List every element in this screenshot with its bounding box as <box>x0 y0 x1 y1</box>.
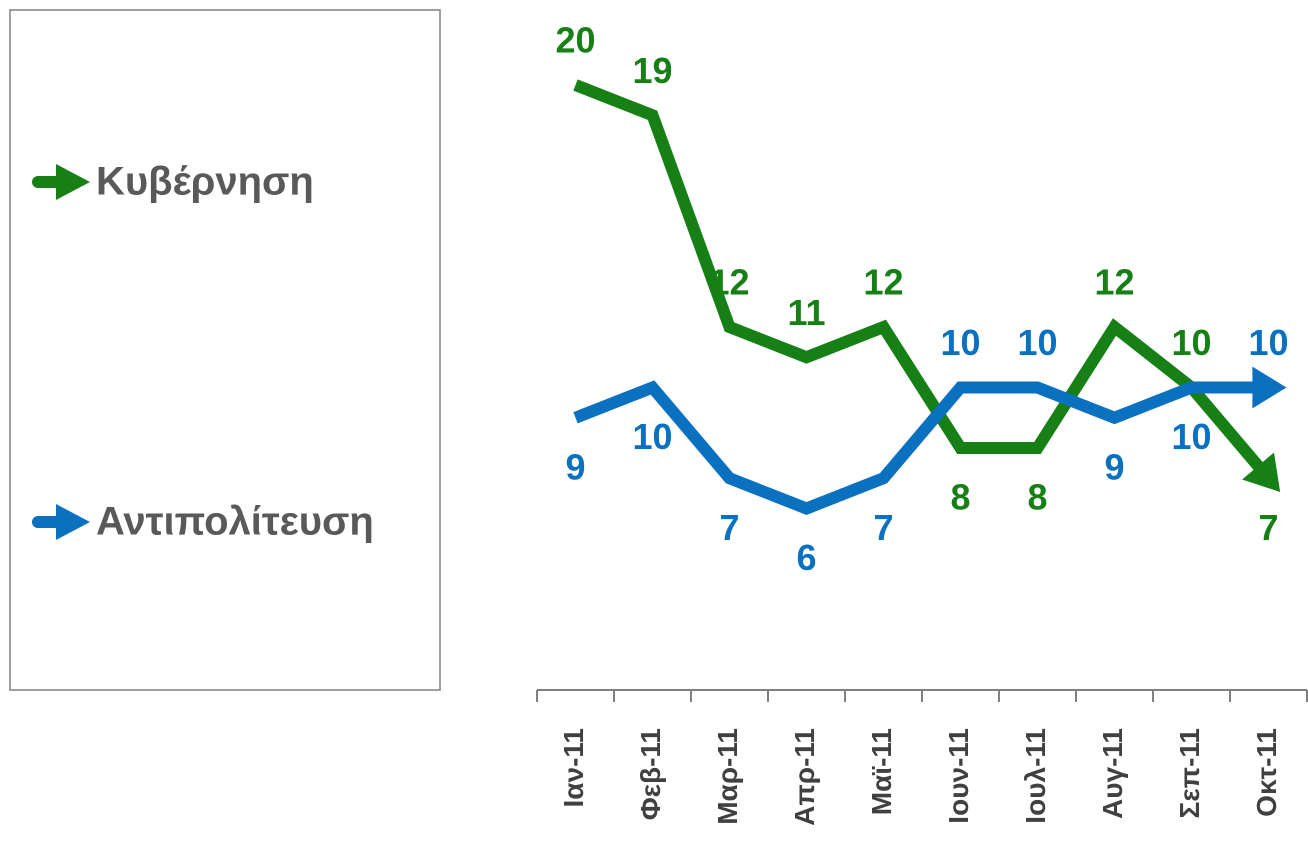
data-label: 10 <box>632 416 672 457</box>
legend-arrow <box>56 504 90 540</box>
series-line <box>573 79 1274 483</box>
data-label: 7 <box>719 507 739 548</box>
data-label: 9 <box>565 446 585 487</box>
arrowhead <box>1252 366 1287 409</box>
data-label: 20 <box>555 20 595 61</box>
legend-arrow <box>56 164 90 200</box>
data-label: 10 <box>940 322 980 363</box>
x-tick-label: Μαϊ-11 <box>866 728 897 815</box>
arrowhead <box>1242 452 1281 492</box>
x-tick-label: Ιαν-11 <box>558 728 589 808</box>
data-label: 8 <box>950 477 970 518</box>
data-label: 10 <box>1171 322 1211 363</box>
data-label: 6 <box>796 537 816 578</box>
data-label: 12 <box>863 262 903 303</box>
legend-label: Αντιπολίτευση <box>96 500 374 544</box>
x-tick-label: Φεβ-11 <box>635 728 666 820</box>
x-tick-label: Ιουλ-11 <box>1020 728 1051 824</box>
data-label: 12 <box>1094 262 1134 303</box>
series-line <box>573 380 1269 515</box>
x-tick-label: Μαρ-11 <box>712 728 743 825</box>
data-label: 11 <box>787 292 825 333</box>
legend-label: Κυβέρνηση <box>96 160 314 204</box>
data-label: 10 <box>1171 416 1211 457</box>
x-tick-label: Οκτ-11 <box>1251 728 1282 817</box>
data-label: 7 <box>873 507 893 548</box>
data-label: 10 <box>1017 322 1057 363</box>
data-label: 19 <box>632 50 672 91</box>
data-label: 12 <box>709 262 749 303</box>
x-tick-label: Σεπ-11 <box>1174 728 1205 818</box>
x-tick-label: Ιουν-11 <box>943 728 974 824</box>
data-label: 9 <box>1104 446 1124 487</box>
legend-box <box>9 9 441 691</box>
data-label: 8 <box>1027 477 1047 518</box>
data-label: 7 <box>1258 507 1278 548</box>
x-tick-label: Απρ-11 <box>789 728 820 826</box>
data-label: 10 <box>1248 322 1288 363</box>
x-tick-label: Αυγ-11 <box>1097 728 1128 819</box>
